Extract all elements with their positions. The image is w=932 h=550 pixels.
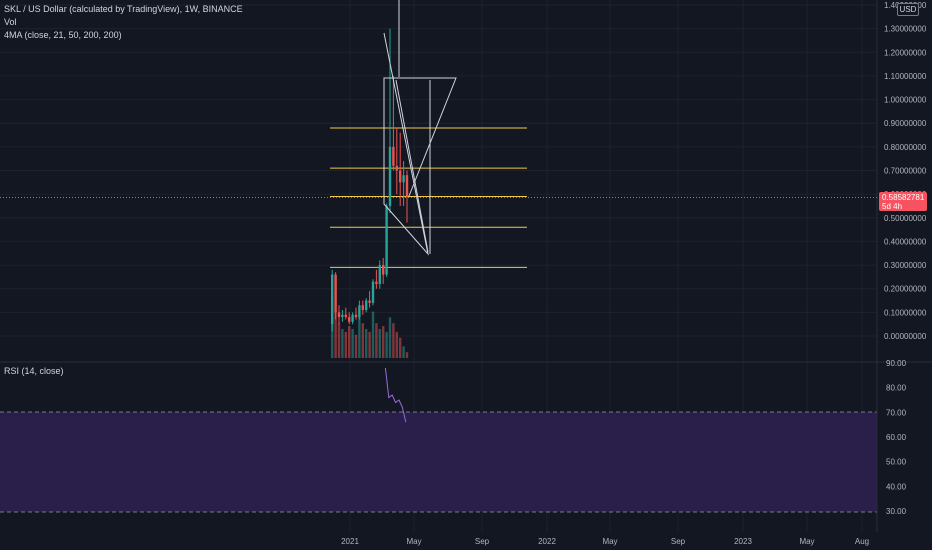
candle-body[interactable] [341, 314, 344, 318]
volume-bar [388, 317, 392, 358]
time-axis[interactable]: 2021 May Sep 2022 May Sep 2023 May Aug [341, 537, 869, 546]
volume-bar [402, 346, 405, 358]
time-tick-label: Sep [671, 537, 686, 546]
rsi-tick-label: 90.00 [886, 359, 907, 368]
volume-bar [371, 311, 375, 358]
candles[interactable] [331, 28, 409, 332]
volume-bar [348, 326, 351, 358]
time-tick-label: Aug [855, 537, 869, 546]
rsi-tick-label: 50.00 [886, 458, 907, 467]
time-tick-label: May [406, 537, 421, 546]
time-tick-label: Sep [475, 537, 490, 546]
price-tick-label: 0.70000000 [884, 167, 927, 176]
candle-body[interactable] [399, 170, 402, 183]
candle-body[interactable] [402, 175, 405, 183]
time-tick-label: 2021 [341, 537, 359, 546]
volume-bars [331, 300, 409, 358]
candle-body[interactable] [331, 274, 334, 325]
candle-body[interactable] [351, 314, 354, 322]
volume-bar [361, 323, 364, 358]
volume-bar [395, 331, 398, 358]
volume-legend: Vol [4, 17, 17, 27]
rsi-tick-label: 60.00 [886, 433, 907, 442]
time-tick-label: May [602, 537, 617, 546]
symbol-title: SKL / US Dollar (calculated by TradingVi… [4, 4, 243, 14]
horizontal-levels[interactable] [330, 127, 527, 268]
candle-body[interactable] [382, 265, 385, 275]
volume-bar [368, 331, 371, 358]
candle-body[interactable] [392, 146, 395, 166]
volume-bar [351, 329, 354, 358]
rsi-axis[interactable]: 90.00 80.00 70.00 60.00 50.00 40.00 30.00 [886, 359, 907, 516]
last-price-tag: 0.58582781 5d 4h [879, 192, 927, 211]
candle-body[interactable] [348, 317, 351, 322]
volume-bar [365, 329, 368, 358]
last-price-value: 0.58582781 [882, 193, 925, 202]
price-tick-label: 0.40000000 [884, 237, 927, 246]
volume-bar [399, 337, 402, 358]
candle-body[interactable] [368, 300, 371, 303]
candle-body[interactable] [378, 265, 381, 284]
volume-bar [354, 334, 358, 358]
candle-body[interactable] [405, 175, 409, 197]
trend-line-drawing[interactable] [395, 79, 429, 253]
candle-body[interactable] [361, 305, 364, 310]
rsi-tick-label: 70.00 [886, 408, 907, 417]
candle-body[interactable] [395, 165, 398, 171]
volume-bar [341, 329, 344, 358]
candle-body[interactable] [334, 274, 337, 313]
candle-body[interactable] [337, 312, 341, 318]
time-tick-label: 2023 [734, 537, 752, 546]
price-tick-label: 1.30000000 [884, 25, 927, 34]
price-tick-label: 0.50000000 [884, 214, 927, 223]
price-axis[interactable]: 1.400000001.300000001.200000001.10000000… [884, 1, 927, 341]
time-tick-label: May [799, 537, 814, 546]
price-tick-label: 1.00000000 [884, 96, 927, 105]
time-tick-label: 2022 [538, 537, 556, 546]
rsi-line [384, 367, 407, 423]
rsi-tick-label: 30.00 [886, 507, 907, 516]
candle-body[interactable] [375, 281, 378, 284]
volume-bar [392, 323, 395, 358]
drawing-tools[interactable] [383, 0, 457, 256]
candle-body[interactable] [344, 314, 347, 318]
candle-body[interactable] [385, 205, 388, 275]
volume-bar [382, 326, 385, 358]
candle-body[interactable] [365, 300, 368, 310]
price-tick-label: 0.10000000 [884, 308, 927, 317]
moving-average-legend: 4MA (close, 21, 50, 200, 200) [4, 30, 122, 40]
volume-bar [378, 329, 381, 358]
rsi-tick-label: 80.00 [886, 384, 907, 393]
volume-bar [385, 331, 388, 358]
volume-bar [337, 323, 341, 358]
currency-button[interactable]: USD [897, 3, 919, 16]
price-tick-label: 1.20000000 [884, 48, 927, 57]
price-tick-label: 0.30000000 [884, 261, 927, 270]
rsi-legend: RSI (14, close) [4, 366, 64, 376]
price-tick-label: 0.00000000 [884, 332, 927, 341]
candle-countdown: 5d 4h [882, 202, 903, 211]
rsi-band [0, 412, 877, 512]
candle-body[interactable] [358, 305, 361, 318]
price-tick-label: 0.90000000 [884, 119, 927, 128]
volume-bar [405, 352, 409, 358]
triangle-drawing[interactable] [383, 32, 457, 256]
price-tick-label: 0.20000000 [884, 285, 927, 294]
rsi-tick-label: 40.00 [886, 482, 907, 491]
candle-body[interactable] [388, 146, 392, 206]
volume-bar [358, 317, 361, 358]
candle-body[interactable] [371, 281, 375, 303]
price-tick-label: 0.80000000 [884, 143, 927, 152]
volume-bar [344, 331, 347, 358]
price-tick-label: 1.10000000 [884, 72, 927, 81]
volume-bar [375, 323, 378, 358]
candle-body[interactable] [354, 314, 358, 318]
volume-bar [334, 311, 337, 358]
